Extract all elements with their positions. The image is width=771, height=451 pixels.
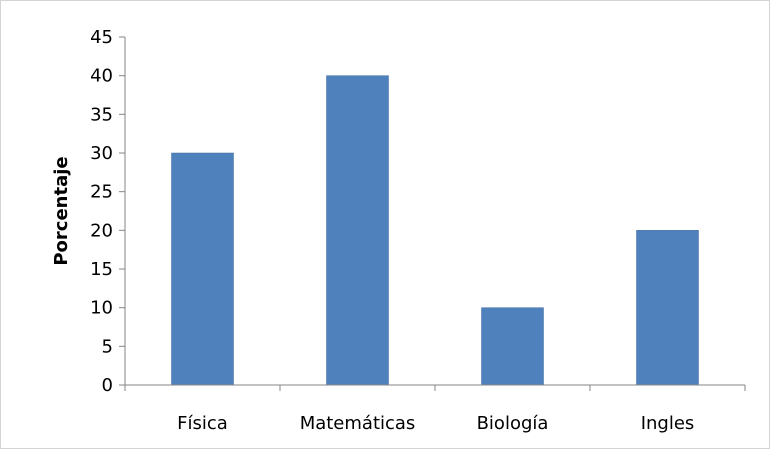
bars: [171, 75, 699, 386]
x-tick-label: Física: [177, 413, 228, 434]
y-tick-label: 35: [90, 104, 113, 125]
y-tick-label: 30: [90, 143, 113, 164]
y-axis-title: Porcentaje: [51, 156, 72, 265]
y-tick-label: 10: [90, 298, 113, 319]
bar: [171, 152, 234, 386]
y-tick-label: 25: [90, 182, 113, 203]
x-tick-label: Ingles: [641, 413, 695, 434]
bar: [481, 307, 544, 386]
bar: [326, 75, 389, 386]
x-tick-label: Matemáticas: [300, 413, 416, 434]
x-tick-label: Biología: [477, 413, 549, 434]
y-tick-label: 0: [102, 375, 113, 396]
y-tick-label: 20: [90, 220, 113, 241]
y-axis: 0 5 10 15 20 25 30 35 40 45: [90, 27, 126, 396]
bar: [636, 230, 699, 386]
y-tick-label: 15: [90, 259, 113, 280]
y-tick-label: 5: [102, 336, 113, 357]
x-axis: Física Matemáticas Biología Ingles: [124, 384, 746, 434]
y-tick-label: 40: [90, 66, 113, 87]
y-tick-label: 45: [90, 27, 113, 48]
